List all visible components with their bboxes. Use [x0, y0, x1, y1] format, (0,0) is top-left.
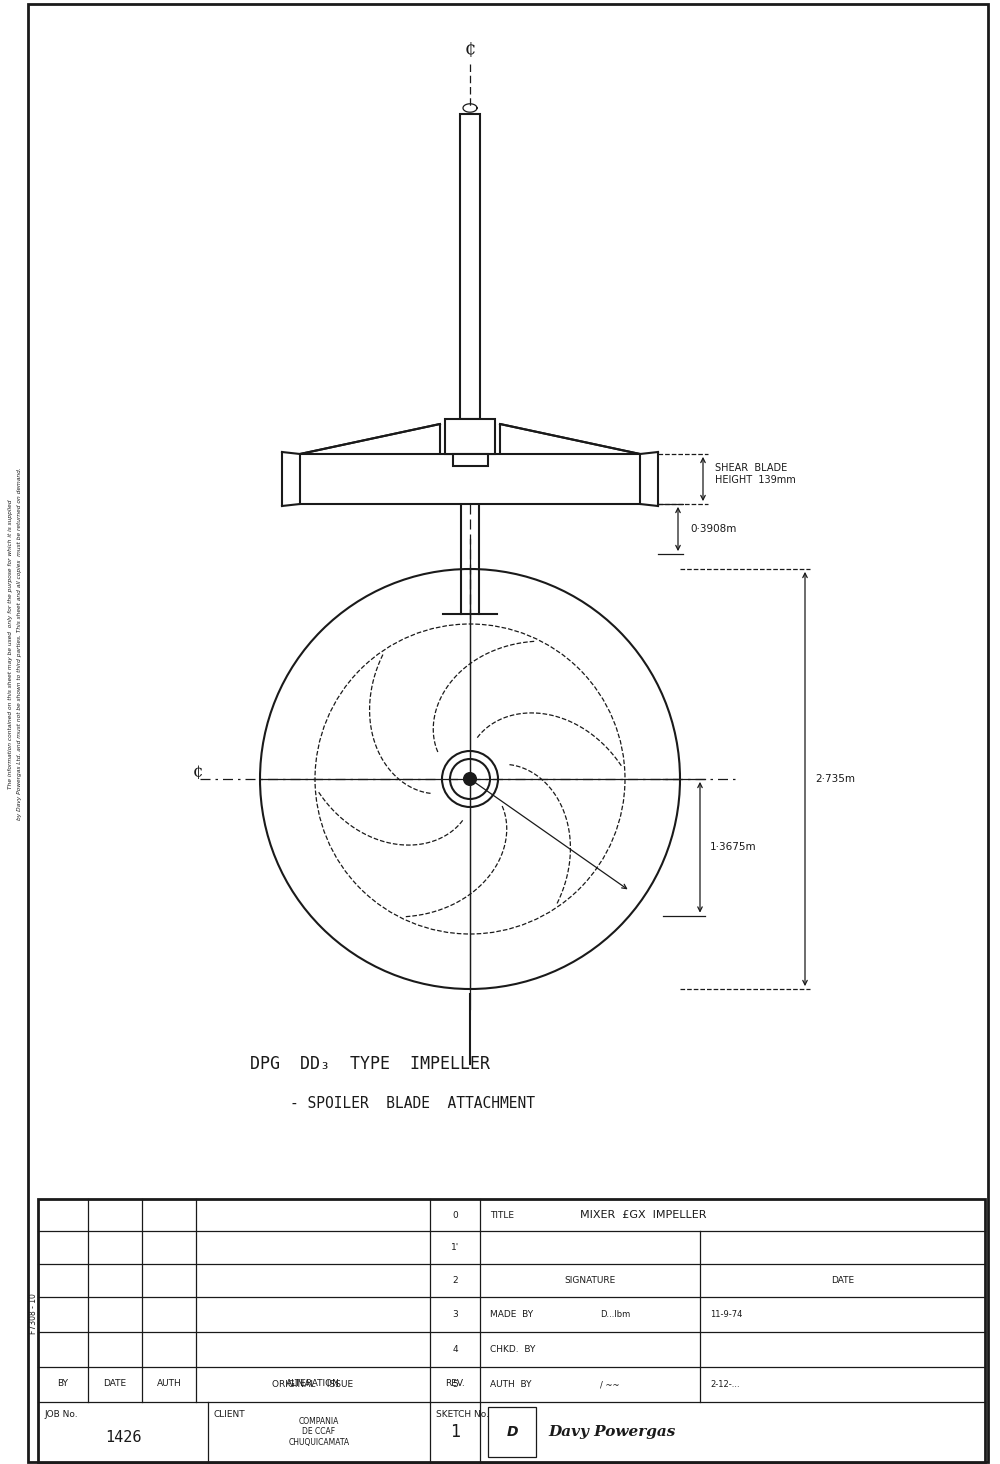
Text: BY: BY — [58, 1379, 68, 1388]
Text: MADE  BY: MADE BY — [490, 1310, 533, 1319]
Text: ¢: ¢ — [464, 40, 476, 59]
Text: ALTERATION: ALTERATION — [286, 1379, 340, 1388]
Text: F7308 - 10: F7308 - 10 — [28, 1294, 38, 1335]
Text: 1·3675m: 1·3675m — [710, 842, 757, 852]
Text: AUTH  BY: AUTH BY — [490, 1381, 532, 1389]
Text: SHEAR  BLADE
HEIGHT  139mm: SHEAR BLADE HEIGHT 139mm — [715, 463, 796, 485]
Text: DPG  DD₃  TYPE  IMPELLER: DPG DD₃ TYPE IMPELLER — [250, 1056, 490, 1073]
Text: 1': 1' — [451, 1243, 459, 1252]
Text: SIGNATURE: SIGNATURE — [564, 1277, 616, 1285]
Text: The information contained on this sheet may be used  only for the purpose for wh: The information contained on this sheet … — [8, 467, 22, 820]
Text: REV.: REV. — [445, 1379, 465, 1388]
Bar — [453, 454, 488, 466]
Text: 5: 5 — [452, 1381, 458, 1389]
Text: CHKD.  BY: CHKD. BY — [490, 1345, 535, 1354]
Text: DATE: DATE — [831, 1277, 854, 1285]
Text: JOB No.: JOB No. — [44, 1410, 78, 1419]
Text: AUTH: AUTH — [157, 1379, 181, 1388]
Text: 2: 2 — [452, 1277, 458, 1285]
Text: / ~~: / ~~ — [600, 1381, 620, 1389]
Bar — [38, 1199, 985, 1463]
Text: 1426: 1426 — [105, 1429, 141, 1445]
Text: 11-9-74: 11-9-74 — [710, 1310, 742, 1319]
Text: MIXER  £GX  IMPELLER: MIXER £GX IMPELLER — [580, 1211, 706, 1220]
Text: 2-12-...: 2-12-... — [710, 1381, 740, 1389]
Text: 1: 1 — [450, 1423, 460, 1441]
Bar — [460, 114, 480, 419]
Bar — [300, 454, 640, 504]
Text: D...lbm: D...lbm — [600, 1310, 630, 1319]
Text: 3: 3 — [452, 1310, 458, 1319]
Text: CLIENT: CLIENT — [214, 1410, 246, 1419]
Text: DATE: DATE — [103, 1379, 127, 1388]
Text: - SPOILER  BLADE  ATTACHMENT: - SPOILER BLADE ATTACHMENT — [290, 1097, 535, 1111]
Bar — [445, 419, 495, 454]
Circle shape — [464, 773, 476, 785]
Text: 2·735m: 2·735m — [815, 774, 855, 785]
Text: 4: 4 — [452, 1345, 458, 1354]
Text: Davy Powergas: Davy Powergas — [548, 1424, 675, 1439]
Text: TITLE: TITLE — [490, 1211, 514, 1220]
Text: D: D — [506, 1424, 518, 1439]
Text: 0·3908m: 0·3908m — [690, 524, 736, 534]
Text: ¢: ¢ — [193, 764, 203, 780]
Text: SKETCH No.: SKETCH No. — [436, 1410, 489, 1419]
Text: 0: 0 — [452, 1211, 458, 1220]
Text: COMPANIA
DE CCAF
CHUQUICAMATA: COMPANIA DE CCAF CHUQUICAMATA — [288, 1417, 350, 1446]
Bar — [488, 1407, 536, 1457]
Text: ORIGINAL    ISSUE: ORIGINAL ISSUE — [272, 1381, 354, 1389]
